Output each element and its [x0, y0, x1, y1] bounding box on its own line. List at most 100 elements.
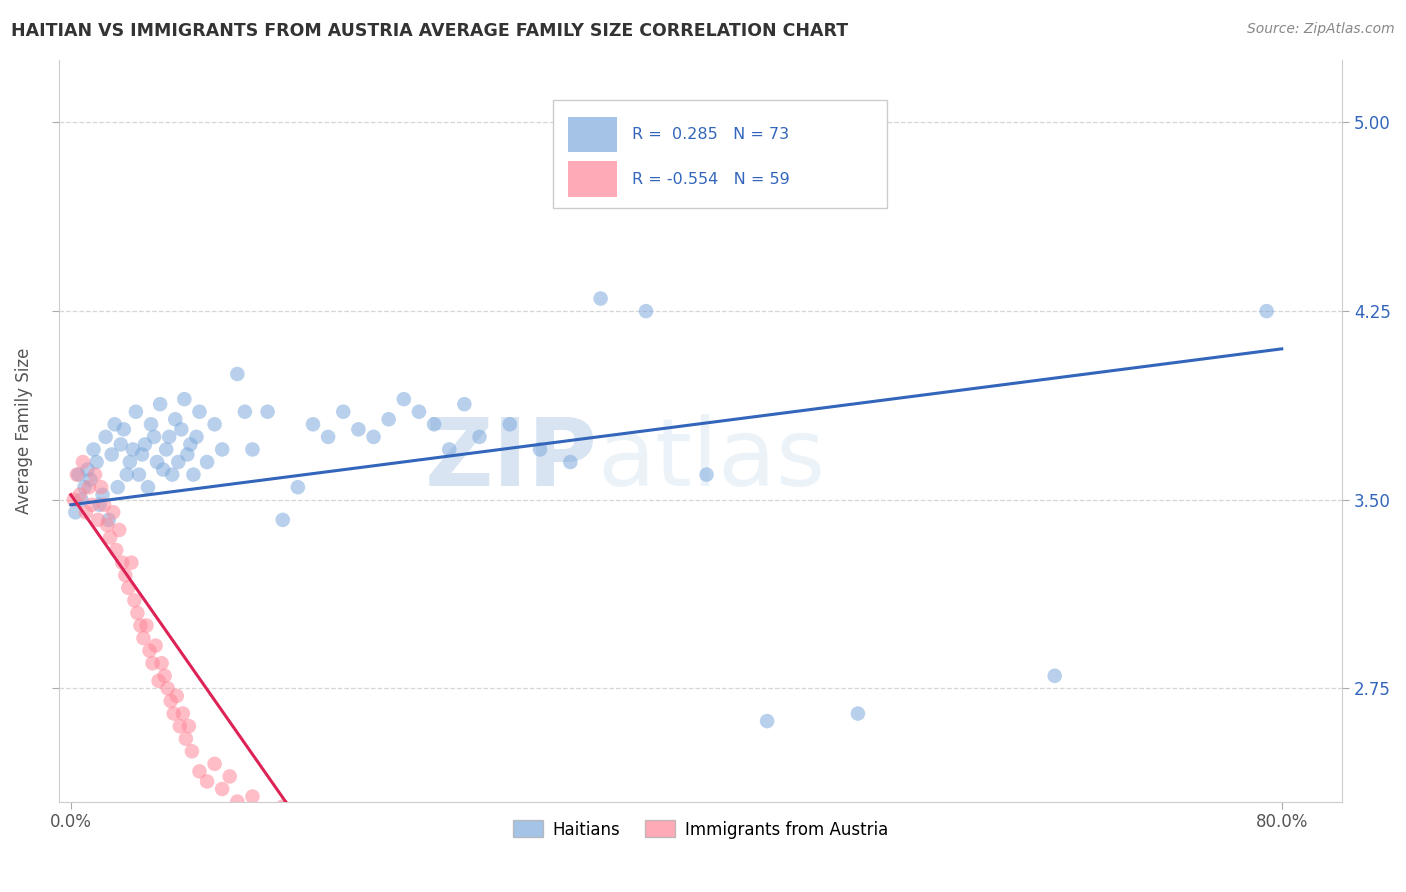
Point: [111, 556, 134, 570]
Point: [195, 774, 218, 789]
Point: [242, 442, 264, 457]
Point: [153, 669, 176, 683]
Point: [107, 480, 129, 494]
Point: [155, 442, 177, 457]
FancyBboxPatch shape: [568, 161, 617, 197]
Text: R =  0.285   N = 73: R = 0.285 N = 73: [633, 127, 790, 142]
Point: [112, 422, 135, 436]
Point: [105, 543, 128, 558]
Text: Source: ZipAtlas.com: Source: ZipAtlas.com: [1247, 22, 1395, 37]
Point: [204, 417, 226, 432]
Point: [77, 480, 100, 494]
Point: [110, 437, 132, 451]
Point: [302, 417, 325, 432]
Point: [166, 689, 188, 703]
FancyBboxPatch shape: [568, 117, 617, 153]
Point: [87, 513, 110, 527]
Point: [468, 430, 491, 444]
Point: [316, 824, 339, 838]
Point: [66, 467, 89, 482]
Point: [211, 442, 233, 457]
Point: [63, 492, 86, 507]
Point: [135, 618, 157, 632]
Point: [118, 455, 141, 469]
Point: [271, 799, 294, 814]
Point: [287, 480, 309, 494]
Point: [377, 412, 399, 426]
Point: [70, 492, 93, 507]
Point: [174, 731, 197, 746]
Point: [67, 467, 90, 482]
Point: [256, 820, 278, 834]
Point: [271, 513, 294, 527]
Point: [90, 480, 112, 494]
Point: [226, 795, 249, 809]
Point: [79, 473, 101, 487]
Point: [211, 782, 233, 797]
Text: R = -0.554   N = 59: R = -0.554 N = 59: [633, 171, 790, 186]
Point: [363, 430, 385, 444]
Point: [453, 397, 475, 411]
Point: [96, 517, 118, 532]
Text: ZIP: ZIP: [425, 414, 598, 507]
Point: [1256, 304, 1278, 318]
Point: [846, 706, 869, 721]
Point: [124, 593, 146, 607]
Point: [287, 832, 309, 847]
Point: [83, 442, 105, 457]
Point: [134, 437, 156, 451]
Point: [146, 455, 169, 469]
Point: [163, 706, 186, 721]
Point: [125, 405, 148, 419]
Point: [169, 719, 191, 733]
Point: [439, 442, 461, 457]
Point: [114, 568, 136, 582]
Point: [89, 498, 111, 512]
Point: [347, 422, 370, 436]
Point: [143, 430, 166, 444]
Point: [94, 430, 117, 444]
Point: [218, 769, 240, 783]
Point: [148, 673, 170, 688]
Point: [84, 467, 107, 482]
Point: [392, 392, 415, 406]
Point: [93, 498, 115, 512]
Point: [332, 845, 354, 859]
Point: [499, 417, 522, 432]
Point: [242, 789, 264, 804]
Point: [332, 405, 354, 419]
Point: [72, 455, 94, 469]
Point: [104, 417, 127, 432]
Point: [157, 430, 180, 444]
Point: [121, 442, 143, 457]
Point: [129, 618, 152, 632]
Point: [188, 764, 211, 779]
Point: [100, 448, 122, 462]
Point: [149, 397, 172, 411]
Point: [423, 417, 446, 432]
Point: [186, 430, 208, 444]
Point: [529, 857, 551, 871]
Point: [160, 467, 183, 482]
Point: [69, 488, 91, 502]
Point: [98, 531, 121, 545]
Point: [589, 292, 612, 306]
Point: [138, 643, 160, 657]
Text: atlas: atlas: [598, 414, 827, 507]
Point: [560, 455, 582, 469]
Point: [115, 467, 138, 482]
Point: [176, 448, 198, 462]
Point: [65, 505, 87, 519]
Point: [167, 455, 190, 469]
Point: [132, 631, 155, 645]
Text: HAITIAN VS IMMIGRANTS FROM AUSTRIA AVERAGE FAMILY SIZE CORRELATION CHART: HAITIAN VS IMMIGRANTS FROM AUSTRIA AVERA…: [11, 22, 848, 40]
Point: [76, 462, 98, 476]
Point: [170, 422, 193, 436]
Point: [127, 606, 149, 620]
Point: [86, 455, 108, 469]
Point: [408, 405, 430, 419]
Point: [634, 304, 657, 318]
Point: [188, 405, 211, 419]
Point: [233, 405, 256, 419]
Point: [195, 455, 218, 469]
